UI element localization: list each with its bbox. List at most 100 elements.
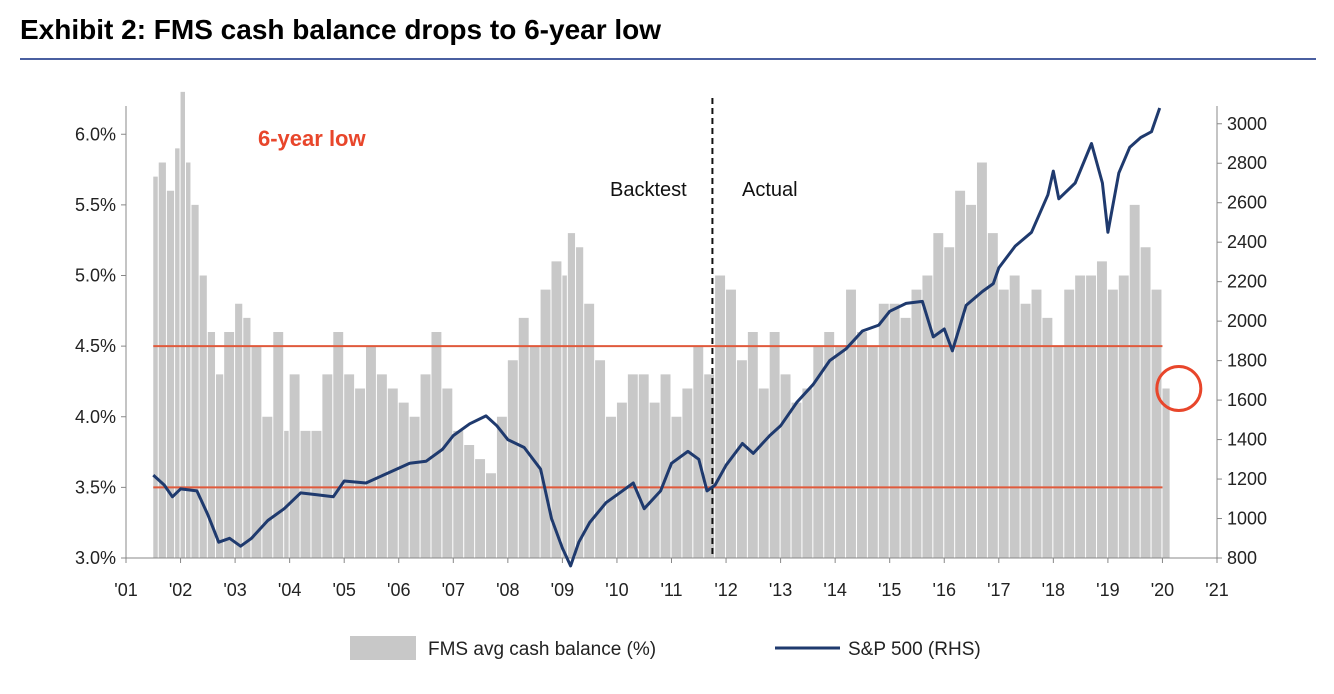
cash-bar	[180, 91, 186, 558]
cash-bar	[769, 332, 780, 558]
left-tick-label: 3.0%	[75, 548, 116, 568]
cash-bar	[344, 374, 355, 558]
cash-bar	[616, 402, 627, 558]
cash-bar	[889, 303, 900, 558]
cash-bar	[464, 445, 475, 558]
right-tick-label: 800	[1227, 548, 1257, 568]
bar-series	[153, 91, 1170, 558]
sp500-line	[152, 107, 1162, 568]
cash-bar	[453, 430, 464, 558]
x-tick-label: '20	[1151, 580, 1174, 600]
right-tick-label: 1400	[1227, 430, 1267, 450]
cash-bar	[284, 430, 289, 558]
cash-bar	[475, 459, 486, 558]
cash-bar	[987, 233, 998, 558]
cash-bar	[813, 346, 824, 558]
cash-bar	[1075, 275, 1086, 558]
cash-bar	[878, 303, 889, 558]
cash-bar	[529, 346, 540, 558]
cash-bar	[922, 275, 933, 558]
left-tick-label: 6.0%	[75, 124, 116, 144]
cash-bar	[376, 374, 387, 558]
cash-bar	[682, 388, 693, 558]
right-tick-label: 1600	[1227, 390, 1267, 410]
cash-bar	[1118, 275, 1129, 558]
cash-bar	[207, 332, 216, 558]
x-tick-label: '15	[878, 580, 901, 600]
cash-bar	[856, 332, 867, 558]
cash-bar	[649, 402, 660, 558]
cash-bar	[518, 317, 529, 558]
cash-bar	[726, 289, 736, 558]
cash-bar	[1140, 247, 1151, 558]
axes: 3.0% 3.5% 4.0% 4.5% 5.0% 5.5% 6.0% 800 1000 1200 1…	[75, 106, 1267, 600]
cash-bar	[420, 374, 431, 558]
cash-bar	[387, 388, 398, 558]
cash-bar	[660, 374, 671, 558]
cash-bar	[704, 374, 715, 558]
threshold-lines	[153, 345, 1163, 489]
x-tick-label: '13	[769, 580, 792, 600]
cash-bar	[166, 190, 175, 558]
cash-bar	[1129, 204, 1140, 558]
cash-bar	[251, 346, 262, 558]
legend-bar-swatch	[350, 636, 416, 660]
legend: FMS avg cash balance (%) S&P 500 (RHS)	[350, 636, 981, 660]
x-tick-label: '12	[714, 580, 737, 600]
cash-bar	[1031, 289, 1042, 558]
cash-bar	[584, 303, 595, 558]
cash-bar	[1020, 303, 1031, 558]
cash-bar	[1009, 275, 1020, 558]
cash-bar	[944, 247, 955, 558]
cash-bar	[1064, 289, 1075, 558]
highlight-circle	[1155, 365, 1203, 412]
left-tick-label: 4.0%	[75, 407, 116, 427]
cash-bar	[824, 332, 835, 558]
x-tick-label: '11	[660, 580, 682, 600]
right-tick-label: 2800	[1227, 153, 1267, 173]
right-tick-label: 2200	[1227, 272, 1267, 292]
x-tick-label: '07	[442, 580, 465, 600]
cash-bar	[747, 332, 758, 558]
cash-bar	[802, 388, 813, 558]
cash-bar	[693, 346, 704, 558]
cash-bar	[235, 303, 243, 558]
cash-bar	[243, 317, 251, 558]
cash-bar	[1042, 317, 1053, 558]
cash-bar	[1107, 289, 1118, 558]
cash-bar	[366, 346, 376, 558]
x-tick-label: '02	[169, 580, 192, 600]
right-tick-label: 2400	[1227, 232, 1267, 252]
cash-bar	[780, 374, 791, 558]
cash-bar	[1053, 346, 1064, 558]
cash-bar	[273, 332, 284, 558]
x-tick-label: '06	[387, 580, 410, 600]
legend-bar-label: FMS avg cash balance (%)	[428, 639, 656, 660]
cash-bar	[900, 317, 911, 558]
cash-bar	[1096, 261, 1107, 558]
x-tick-label: '19	[1096, 580, 1119, 600]
cash-bar	[322, 374, 333, 558]
cash-bar	[1086, 275, 1096, 558]
left-tick-label: 3.5%	[75, 477, 116, 497]
cash-bar	[333, 332, 344, 558]
cash-bar	[355, 388, 366, 558]
six-year-low-label: 6-year low	[258, 126, 366, 151]
cash-bar	[442, 388, 453, 558]
right-tick-label: 2600	[1227, 193, 1267, 213]
backtest-label: Backtest	[610, 179, 687, 201]
cash-bar	[955, 190, 966, 558]
cash-bar	[998, 289, 1009, 558]
cash-bar	[224, 332, 235, 558]
cash-bar	[153, 176, 158, 558]
cash-bar	[1151, 289, 1162, 558]
right-tick-label: 3000	[1227, 114, 1267, 134]
cash-bar	[758, 388, 769, 558]
cash-bar	[846, 289, 856, 558]
x-tick-label: '03	[223, 580, 246, 600]
cash-bar	[562, 275, 567, 558]
cash-bar	[431, 332, 442, 558]
cash-bar	[638, 374, 649, 558]
cash-bar	[398, 402, 409, 558]
